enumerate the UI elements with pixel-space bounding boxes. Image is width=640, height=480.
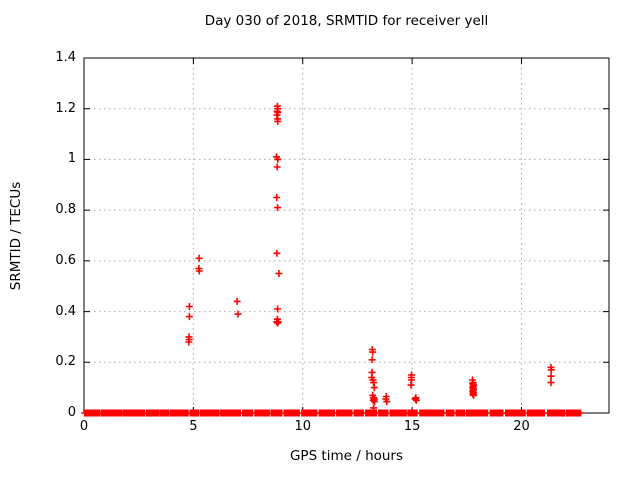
x-tick-label: 15 (403, 419, 421, 434)
x-tick-label: 0 (79, 419, 89, 434)
y-tick-label: 0.8 (55, 202, 76, 218)
baseline-points (81, 409, 585, 417)
y-tick-label: 1 (67, 151, 76, 167)
grid-lines (84, 58, 609, 413)
x-axis-label: GPS time / hours (289, 448, 404, 464)
y-tick-label: 0.4 (55, 303, 76, 319)
x-tick-label: 10 (294, 419, 312, 434)
y-tick-label: 1.4 (55, 50, 76, 65)
y-tick-label: 0.6 (55, 252, 76, 268)
x-tick-label: 20 (513, 419, 530, 434)
plot-border (83, 57, 610, 414)
y-tick-label: 0 (67, 405, 76, 420)
scatter-points (185, 102, 555, 412)
axis-ticks (83, 57, 609, 414)
x-tick-label: 5 (189, 419, 198, 434)
chart-title: Day 030 of 2018, SRMTID for receiver yel… (204, 13, 489, 29)
y-tick-label: 1.2 (55, 100, 76, 116)
y-tick-label: 0.2 (55, 354, 76, 370)
